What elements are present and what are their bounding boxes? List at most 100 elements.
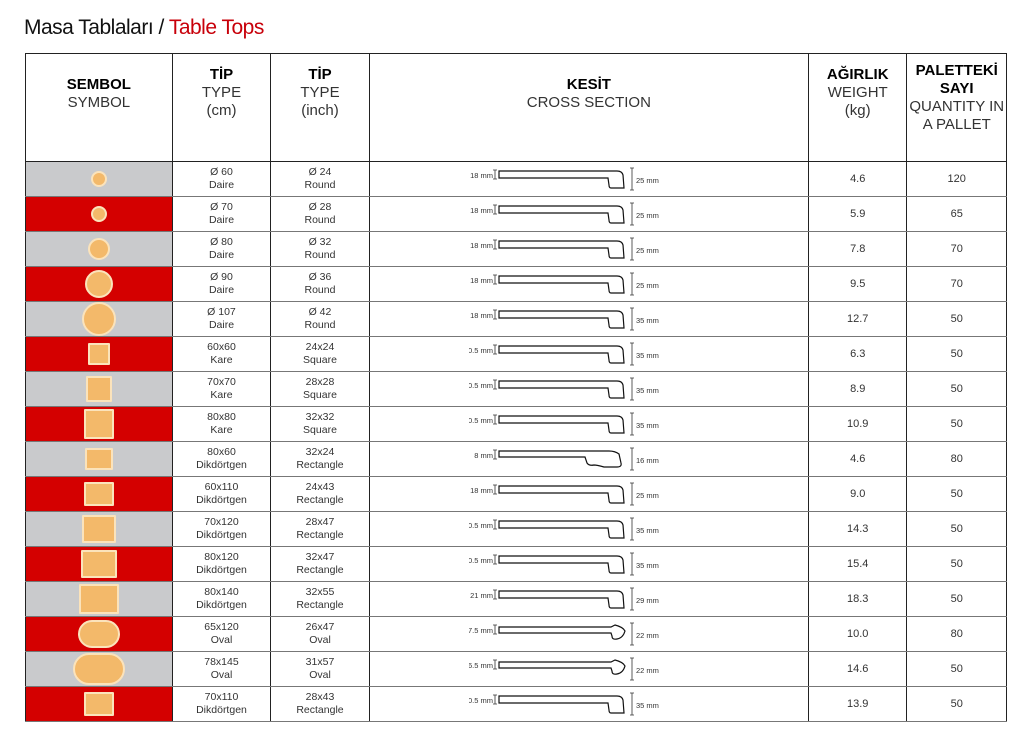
type-inch-label: Square bbox=[303, 424, 337, 436]
cross-section-cell: 18 mm 25 mm bbox=[368, 476, 809, 512]
weight-cell: 5.9 bbox=[807, 196, 908, 232]
cross-section-cell: 18 mm 35 mm bbox=[368, 301, 809, 337]
cross-section-profile: 18 mm 35 mm bbox=[470, 307, 659, 331]
oval-shape-icon bbox=[77, 620, 120, 648]
cross-section-cell: 18 mm 25 mm bbox=[368, 196, 809, 232]
header-type-inch-en: TYPE bbox=[300, 84, 340, 101]
type-cm-label: Daire bbox=[208, 249, 235, 261]
type-cm-cell: 70x70 Kare bbox=[171, 371, 272, 407]
type-cm-label: Kare bbox=[210, 424, 233, 436]
symbol-cell bbox=[25, 406, 173, 442]
weight-cell: 14.3 bbox=[807, 511, 908, 547]
type-cm-cell: Ø 80 Daire bbox=[171, 231, 272, 267]
edge-thickness: 35 mm bbox=[636, 351, 659, 360]
cross-section-profile: 18 mm 25 mm bbox=[470, 237, 659, 261]
header-symbol: SEMBOL SYMBOL bbox=[25, 53, 173, 162]
header-type-inch-unit: (inch) bbox=[301, 102, 339, 119]
type-cm-cell: Ø 60 Daire bbox=[171, 161, 272, 197]
title-turkish: Masa Tablaları / bbox=[24, 16, 164, 39]
type-cm-label: Dikdörtgen bbox=[196, 529, 247, 541]
pallet-qty-cell: 50 bbox=[906, 301, 1007, 337]
square-shape-icon bbox=[85, 376, 112, 402]
type-inch-cell: Ø 28 Round bbox=[270, 196, 370, 232]
top-thickness: 18 mm bbox=[470, 171, 493, 180]
weight-cell: 12.7 bbox=[807, 301, 908, 337]
type-inch: 28x47 bbox=[305, 516, 335, 528]
type-cm: Ø 90 bbox=[210, 271, 233, 283]
type-inch-label: Rectangle bbox=[296, 704, 344, 716]
symbol-cell bbox=[25, 476, 173, 512]
type-cm-cell: 60x60 Kare bbox=[171, 336, 272, 372]
type-inch: Ø 32 bbox=[308, 236, 332, 248]
type-inch-label: Round bbox=[304, 179, 336, 191]
type-cm: 60x110 bbox=[204, 481, 239, 493]
cross-section-profile: 18 mm 25 mm bbox=[470, 482, 659, 506]
type-cm-cell: 80x140 Dikdörtgen bbox=[171, 581, 272, 617]
header-type-cm-tr: TİP bbox=[209, 66, 234, 83]
square-shape-icon bbox=[83, 409, 114, 439]
table-row: Ø 90 Daire Ø 36 Round 18 mm 25 mm 9.5 70 bbox=[25, 266, 1007, 302]
type-cm-label: Daire bbox=[208, 179, 235, 191]
pallet-qty-cell: 50 bbox=[906, 686, 1007, 722]
type-inch: 32x32 bbox=[305, 411, 335, 423]
pallet-qty-cell: 50 bbox=[906, 336, 1007, 372]
page-title: Masa Tablaları / Table Tops bbox=[24, 16, 264, 40]
type-cm-label: Daire bbox=[208, 214, 235, 226]
cross-section-profile: 17.5 mm 22 mm bbox=[469, 622, 659, 646]
pallet-qty-cell: 50 bbox=[906, 581, 1007, 617]
type-cm: Ø 60 bbox=[210, 166, 233, 178]
type-cm: 60x60 bbox=[207, 341, 236, 353]
type-inch: 28x28 bbox=[305, 376, 335, 388]
type-inch: Ø 42 bbox=[308, 306, 332, 318]
top-thickness: 20.5 mm bbox=[469, 346, 493, 355]
cross-section-cell: 20.5 mm 35 mm bbox=[368, 371, 809, 407]
type-inch: Ø 24 bbox=[308, 166, 332, 178]
circle-shape-icon bbox=[87, 238, 110, 260]
edge-thickness: 35 mm bbox=[636, 701, 659, 710]
type-cm-label: Kare bbox=[210, 354, 233, 366]
type-inch-cell: 28x47 Rectangle bbox=[270, 511, 370, 547]
pallet-qty-cell: 80 bbox=[906, 441, 1007, 477]
type-cm-cell: 65x120 Oval bbox=[171, 616, 272, 652]
type-cm-cell: 80x80 Kare bbox=[171, 406, 272, 442]
type-inch-cell: 26x47 Oval bbox=[270, 616, 370, 652]
top-thickness: 20.5 mm bbox=[469, 381, 493, 390]
table-row: Ø 107 Daire Ø 42 Round 18 mm 35 mm 12.7 50 bbox=[25, 301, 1007, 337]
type-cm-label: Oval bbox=[210, 634, 233, 646]
cross-section-profile: 16.5 mm 22 mm bbox=[469, 657, 659, 681]
symbol-cell bbox=[25, 266, 173, 302]
header-pallet-tr: PALETTEKİ SAYI bbox=[915, 62, 998, 97]
top-thickness: 21 mm bbox=[470, 591, 493, 600]
symbol-cell bbox=[25, 511, 173, 547]
type-cm-cell: Ø 70 Daire bbox=[171, 196, 272, 232]
type-cm-label: Dikdörtgen bbox=[196, 599, 247, 611]
cross-section-profile: 20.5 mm 35 mm bbox=[469, 342, 659, 366]
top-thickness: 20.5 mm bbox=[469, 696, 493, 705]
type-inch-cell: 24x24 Square bbox=[270, 336, 370, 372]
symbol-cell bbox=[25, 616, 173, 652]
type-inch-cell: 32x47 Rectangle bbox=[270, 546, 370, 582]
table-row: 80x60 Dikdörtgen 32x24 Rectangle 8 mm 16 m… bbox=[25, 441, 1007, 477]
top-thickness: 18 mm bbox=[470, 311, 493, 320]
type-cm: 80x60 bbox=[207, 446, 236, 458]
type-inch-cell: 28x28 Square bbox=[270, 371, 370, 407]
pallet-qty-cell: 50 bbox=[906, 476, 1007, 512]
edge-thickness: 29 mm bbox=[636, 596, 659, 605]
type-cm: 70x70 bbox=[207, 376, 236, 388]
edge-thickness: 35 mm bbox=[636, 421, 659, 430]
edge-thickness: 35 mm bbox=[636, 316, 659, 325]
cross-section-profile: 20.5 mm 35 mm bbox=[469, 377, 659, 401]
type-inch-cell: 24x43 Rectangle bbox=[270, 476, 370, 512]
type-inch: 32x47 bbox=[305, 551, 335, 563]
pallet-qty-cell: 50 bbox=[906, 546, 1007, 582]
title-english: Table Tops bbox=[168, 16, 265, 39]
rect-shape-icon bbox=[84, 448, 113, 470]
type-inch: Ø 28 bbox=[308, 201, 332, 213]
header-type-cm-en: TYPE bbox=[201, 84, 242, 101]
table-row: Ø 80 Daire Ø 32 Round 18 mm 25 mm 7.8 70 bbox=[25, 231, 1007, 267]
type-inch-label: Rectangle bbox=[296, 529, 344, 541]
weight-cell: 4.6 bbox=[807, 161, 908, 197]
header-section-tr: KESİT bbox=[566, 76, 611, 93]
type-cm-cell: Ø 90 Daire bbox=[171, 266, 272, 302]
